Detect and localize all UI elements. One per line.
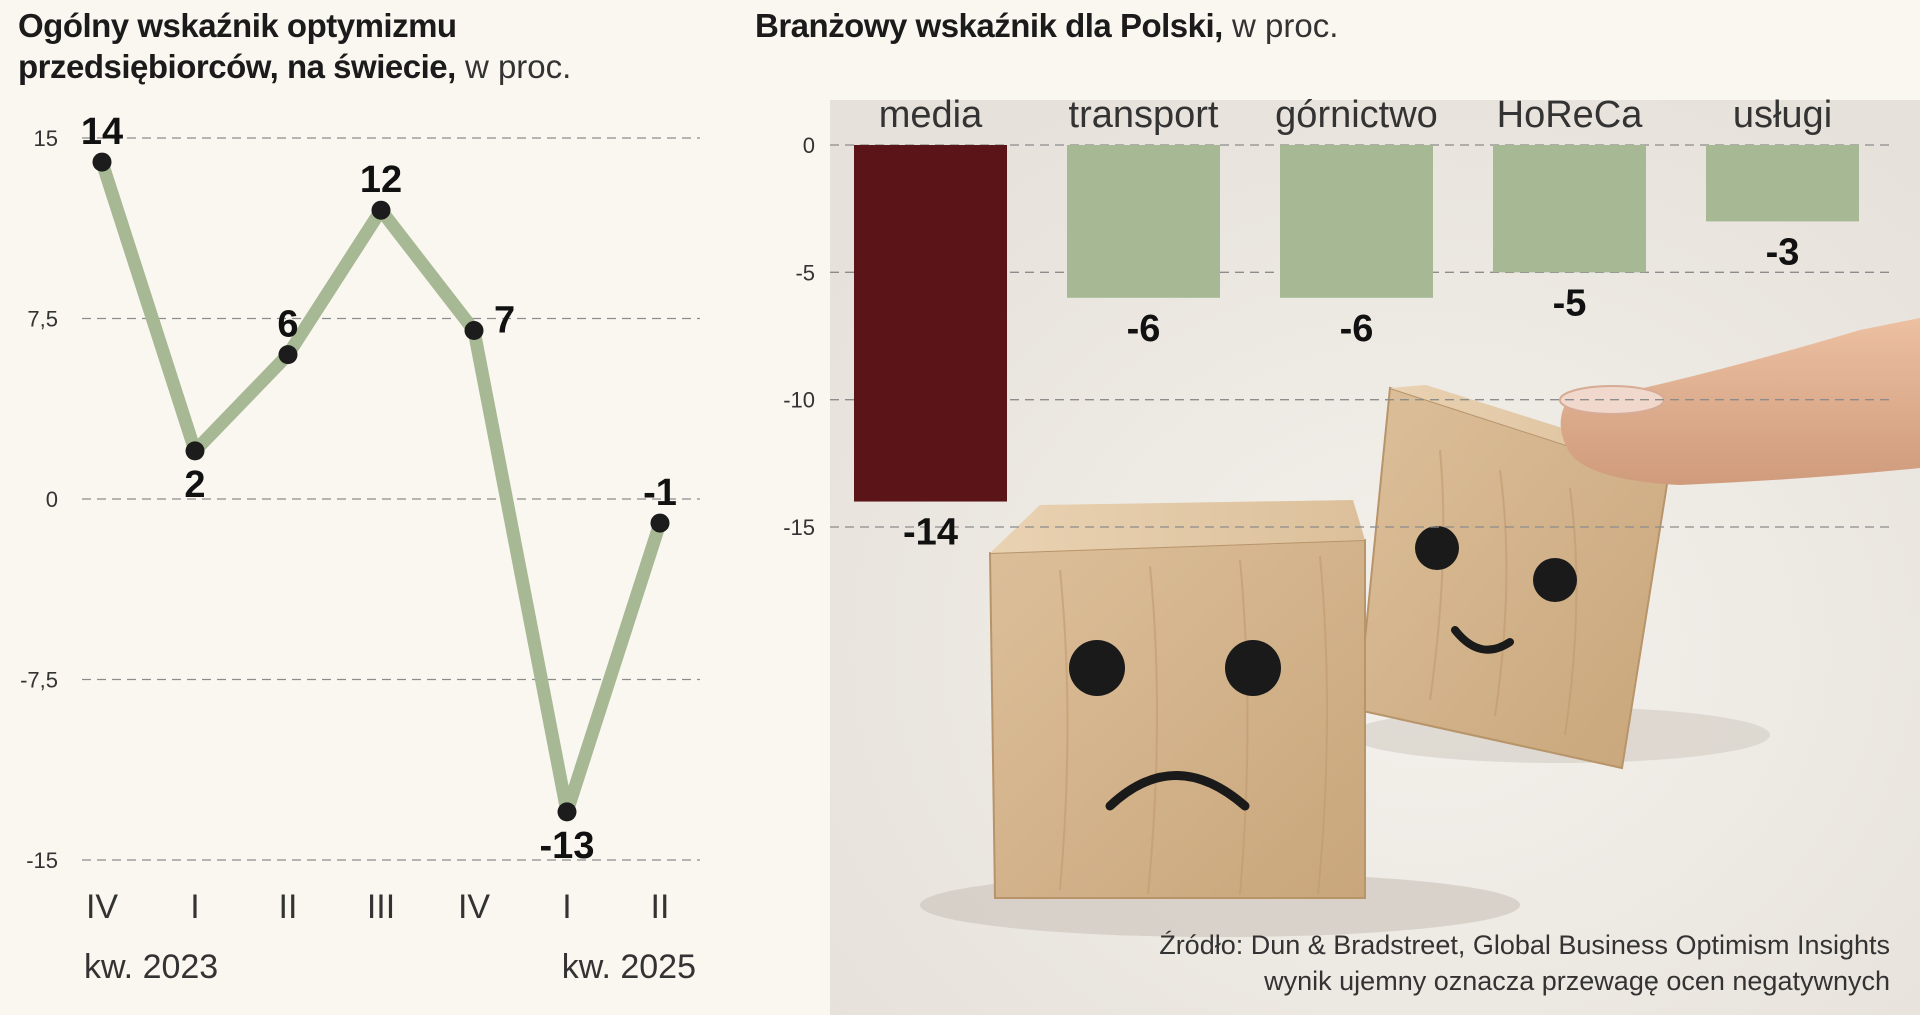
y-tick-label: -15	[26, 848, 58, 873]
y-tick-label: 7,5	[27, 307, 58, 332]
y-tick-label: 15	[34, 126, 58, 151]
x-tick-label: II	[651, 888, 670, 926]
y-tick-label: -7,5	[20, 668, 58, 693]
data-point	[278, 345, 298, 365]
bar-chart-title-unit: w proc.	[1222, 7, 1339, 44]
data-label: -13	[540, 825, 595, 867]
sad-eye-icon	[1069, 640, 1125, 696]
x-tick-label: I	[190, 888, 199, 926]
line-chart-title-unit: w proc.	[455, 47, 572, 85]
data-label: 6	[277, 304, 298, 346]
smile-icon	[1451, 626, 1514, 654]
period-label-start: kw. 2023	[84, 948, 218, 986]
frown-icon	[1105, 771, 1250, 811]
sad-cube-front	[988, 538, 1366, 899]
source-line: Źródło: Dun & Bradstreet, Global Busines…	[1159, 930, 1890, 960]
data-point	[557, 802, 577, 822]
x-tick-label: IV	[458, 888, 490, 926]
data-label: -3	[1766, 231, 1800, 273]
x-tick-label: III	[367, 888, 395, 926]
period-label-end: kw. 2025	[562, 948, 696, 986]
y-tick-label: -5	[795, 260, 815, 285]
line-chart-title-bold: Ogólny wskaźnik optymizmu przedsiębiorcó…	[18, 7, 457, 85]
bar	[854, 145, 1007, 502]
category-label: górnictwo	[1275, 94, 1438, 136]
x-tick-label: IV	[86, 888, 118, 926]
wood-grain	[1059, 555, 1329, 895]
sad-cube-image	[988, 500, 1366, 899]
data-label: -6	[1127, 308, 1161, 350]
data-label: -14	[903, 512, 958, 554]
bar	[1067, 145, 1220, 298]
happy-eye-icon	[1415, 526, 1459, 570]
bar-chart-title: Branżowy wskaźnik dla Polski, w proc.	[755, 6, 1655, 47]
category-label: HoReCa	[1497, 94, 1644, 136]
bar	[1706, 145, 1859, 222]
bar	[1493, 145, 1646, 273]
data-label: -5	[1553, 282, 1587, 324]
data-label: 12	[360, 159, 402, 201]
line-chart-title: Ogólny wskaźnik optymizmu przedsiębiorcó…	[18, 6, 678, 88]
data-point	[92, 152, 112, 172]
sad-eye-icon	[1225, 640, 1281, 696]
data-point	[185, 441, 205, 461]
happy-eye-icon	[1533, 558, 1577, 602]
line-chart: 15 7,5 0 -7,5 -15 14 IV 2 I 6 II 12 III 7 IV -13 I -1 II kw…	[20, 111, 700, 986]
bar-chart: 0 -5 -10 -15 media -14 transport -6 górnictwo -6 H…	[783, 94, 1890, 554]
data-label: -1	[643, 472, 677, 514]
y-tick-label: -10	[783, 388, 815, 413]
source-note: Źródło: Dun & Bradstreet, Global Busines…	[1159, 928, 1890, 1000]
data-label: 14	[81, 111, 123, 153]
data-label: -6	[1340, 308, 1374, 350]
category-label: transport	[1069, 94, 1219, 136]
negative-result-note: wynik ujemny oznacza przewagę ocen negat…	[1264, 965, 1890, 996]
data-label: 2	[184, 464, 205, 506]
finger-shape	[1560, 318, 1920, 485]
data-point	[464, 321, 484, 341]
bar	[1280, 145, 1433, 298]
category-label: usługi	[1733, 94, 1832, 136]
data-point	[650, 513, 670, 533]
bar-chart-title-bold: Branżowy wskaźnik dla Polski,	[755, 7, 1223, 44]
data-label: 7	[494, 300, 515, 342]
y-tick-label: 0	[803, 133, 815, 158]
y-tick-label: -15	[783, 515, 815, 540]
y-tick-label: 0	[46, 487, 58, 512]
x-tick-label: II	[279, 888, 298, 926]
x-tick-label: I	[562, 888, 571, 926]
data-point	[371, 200, 391, 220]
category-label: media	[879, 94, 983, 136]
